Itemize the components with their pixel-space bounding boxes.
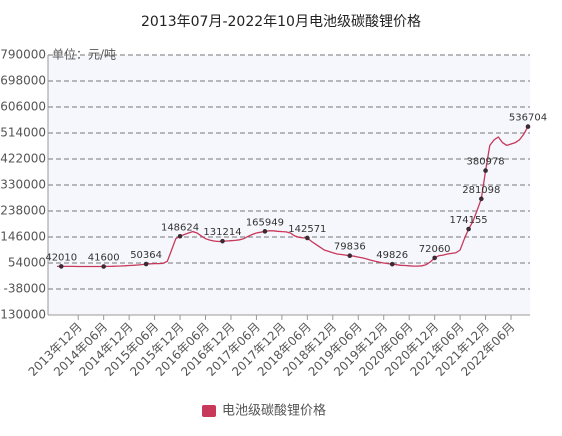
data-label: 148624 <box>161 222 199 233</box>
y-tick-label: 606000 <box>0 100 46 114</box>
y-tick-label: 698000 <box>0 74 46 88</box>
data-point <box>101 264 106 269</box>
line-series <box>57 126 529 268</box>
data-point <box>466 226 471 232</box>
data-label: 165949 <box>246 217 284 228</box>
chart-title: 2013年07月-2022年10月电池级碳酸锂价格 <box>141 14 421 30</box>
data-label: 72060 <box>419 244 451 255</box>
data-point <box>177 233 183 239</box>
data-point <box>389 261 395 267</box>
data-point <box>220 238 225 244</box>
y-tick-label: 238000 <box>0 204 46 218</box>
y-tick-label: 422000 <box>0 152 46 166</box>
data-label: 380978 <box>466 157 504 168</box>
y-tick-label: 790000 <box>0 48 46 62</box>
data-label: 536704 <box>509 113 547 124</box>
data-point <box>479 196 484 202</box>
data-label: 131214 <box>203 227 241 238</box>
data-label: 281098 <box>462 185 500 196</box>
legend-swatch <box>202 405 216 417</box>
y-tick-label: 514000 <box>0 126 46 140</box>
data-label: 50364 <box>130 250 162 261</box>
data-point <box>58 264 64 269</box>
y-axis-label: 单位：元/吨 <box>52 47 116 62</box>
y-tick-label: 54000 <box>8 256 46 270</box>
data-label: 79836 <box>334 242 366 253</box>
data-point <box>262 229 268 234</box>
data-point <box>483 168 488 173</box>
data-point <box>143 261 149 267</box>
data-point <box>525 124 531 129</box>
data-point <box>432 255 437 261</box>
y-tick-label: 330000 <box>0 178 46 192</box>
data-label: 142571 <box>288 224 326 235</box>
data-label: 174155 <box>450 215 488 226</box>
data-label: 41600 <box>88 253 120 264</box>
y-tick-label: -38000 <box>3 282 46 296</box>
data-point <box>305 235 310 241</box>
data-label: 42010 <box>45 252 77 263</box>
data-point <box>347 253 353 258</box>
y-tick-label: 146000 <box>0 230 46 244</box>
y-tick-label: -130000 <box>0 308 46 322</box>
data-label: 49826 <box>376 250 408 261</box>
legend-label: 电池级碳酸锂价格 <box>222 403 326 419</box>
